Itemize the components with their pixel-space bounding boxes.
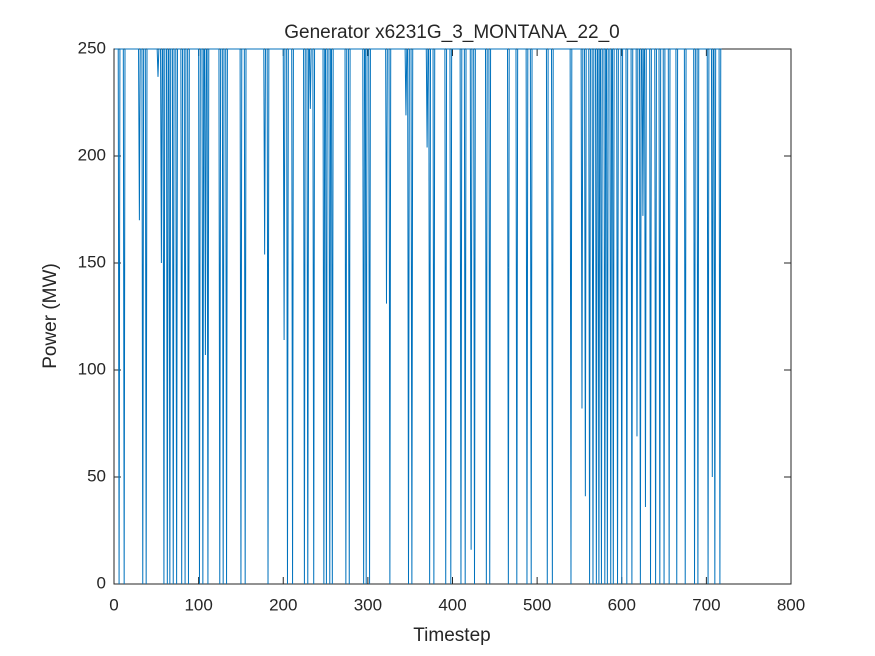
chart-title: Generator x6231G_3_MONTANA_22_0: [284, 22, 620, 43]
y-tick-label: 0: [97, 573, 106, 592]
x-tick-label: 700: [692, 595, 720, 614]
y-tick-label: 250: [78, 38, 106, 57]
data-line: [114, 48, 722, 585]
x-tick-label: 100: [184, 595, 212, 614]
x-tick-label: 500: [523, 595, 551, 614]
x-tick-label: 800: [777, 595, 805, 614]
x-axis-label: Timestep: [413, 625, 490, 646]
y-tick-label: 100: [78, 359, 106, 378]
x-tick-label: 0: [109, 595, 118, 614]
y-axis-label: Power (MW): [40, 263, 61, 369]
y-tick-label: 150: [78, 252, 106, 271]
x-tick-label: 300: [354, 595, 382, 614]
y-tick-label: 200: [78, 145, 106, 164]
y-tick-label: 50: [87, 466, 106, 485]
x-tick-label: 200: [269, 595, 297, 614]
x-tick-label: 600: [608, 595, 636, 614]
x-tick-label: 400: [438, 595, 466, 614]
